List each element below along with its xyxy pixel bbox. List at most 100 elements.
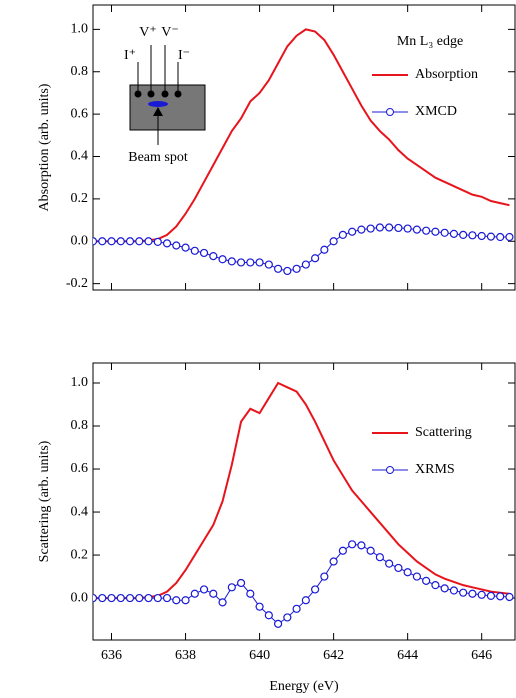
data-point	[357, 225, 366, 234]
data-point	[496, 232, 505, 242]
data-point	[181, 243, 190, 252]
y-tick-label: 0.8	[71, 418, 89, 433]
data-point	[440, 228, 449, 237]
data-point	[264, 260, 273, 269]
data-point	[135, 237, 144, 246]
plot-area	[93, 28, 514, 276]
x-axis-label: Energy (eV)	[269, 679, 339, 694]
data-point	[375, 553, 384, 562]
data-point	[375, 223, 384, 232]
legend-label: Absorption	[415, 67, 478, 82]
beam-spot	[148, 101, 168, 107]
data-point	[311, 585, 320, 594]
data-point	[348, 540, 357, 549]
series-line	[93, 543, 510, 625]
inset-label: I⁻	[178, 48, 190, 63]
data-point	[357, 541, 366, 550]
data-point	[496, 592, 505, 601]
data-point	[486, 232, 496, 241]
data-point	[422, 576, 431, 585]
data-point	[98, 237, 107, 246]
data-point	[449, 229, 459, 238]
data-point	[412, 225, 422, 234]
y-tick-label: 0.4	[71, 149, 89, 164]
series-line	[93, 28, 510, 243]
y-tick-label: 1.0	[71, 22, 89, 37]
data-point	[422, 226, 431, 235]
contact	[161, 90, 169, 98]
data-point	[93, 593, 98, 603]
data-point	[209, 589, 218, 598]
x-tick-label: 640	[249, 648, 270, 663]
legend-marker	[386, 466, 394, 474]
data-point	[181, 596, 190, 605]
y-tick-label: 0.0	[71, 233, 89, 248]
data-point	[348, 227, 357, 236]
y-tick-label: 0.2	[71, 547, 89, 562]
data-point	[190, 589, 199, 598]
data-point	[264, 611, 273, 620]
data-point	[385, 559, 394, 568]
data-point	[477, 231, 486, 241]
data-point	[338, 546, 347, 555]
annotation: Mn L₃ edge	[397, 34, 463, 49]
data-point	[135, 593, 144, 603]
data-point	[218, 598, 227, 607]
data-point	[116, 237, 125, 246]
x-tick-label: 636	[101, 648, 122, 663]
y-tick-label: 0.4	[71, 504, 89, 519]
legend-label: XMCD	[415, 104, 457, 119]
y-tick-label: 0.2	[71, 191, 89, 206]
data-point	[144, 237, 153, 246]
data-point	[292, 604, 301, 613]
series-line	[93, 381, 510, 600]
data-point	[338, 230, 347, 240]
data-point	[107, 593, 116, 603]
data-point	[320, 245, 329, 254]
data-point	[505, 592, 514, 602]
y-tick-label: -0.2	[66, 276, 88, 291]
data-point	[273, 264, 283, 273]
data-point	[153, 237, 162, 246]
data-point	[236, 258, 246, 267]
data-point	[116, 593, 125, 603]
inset-label: V⁻	[161, 25, 179, 40]
data-point	[283, 266, 292, 276]
data-point	[246, 589, 255, 598]
data-point	[431, 581, 440, 590]
data-point	[468, 589, 477, 598]
legend-label: Scattering	[415, 425, 472, 440]
x-tick-label: 646	[471, 648, 492, 663]
data-point	[403, 568, 412, 577]
data-point	[449, 586, 459, 595]
data-point	[153, 593, 162, 603]
data-point	[440, 584, 449, 593]
data-point	[125, 237, 135, 246]
arrow-head	[153, 107, 163, 116]
data-point	[366, 546, 375, 555]
y-tick-label: 0.6	[71, 106, 89, 121]
y-axis-label: Scattering (arb. units)	[37, 440, 52, 562]
data-point	[486, 591, 496, 601]
data-point	[209, 251, 218, 261]
data-point	[162, 593, 172, 603]
data-point	[172, 596, 181, 605]
plot-area	[93, 381, 514, 628]
data-point	[329, 557, 338, 566]
contact	[134, 90, 142, 98]
data-point	[431, 227, 440, 236]
data-point	[246, 258, 255, 267]
plot-frame	[92, 362, 516, 641]
data-point	[301, 260, 310, 269]
data-point	[301, 596, 310, 605]
plot-frame	[92, 4, 516, 291]
data-point	[236, 578, 246, 588]
data-point	[311, 254, 320, 263]
data-point	[107, 237, 116, 246]
y-tick-label: 0.8	[71, 64, 89, 79]
data-point	[172, 241, 181, 250]
inset-label: Beam spot	[128, 150, 188, 165]
x-tick-label: 638	[175, 648, 196, 663]
data-point	[255, 258, 264, 267]
